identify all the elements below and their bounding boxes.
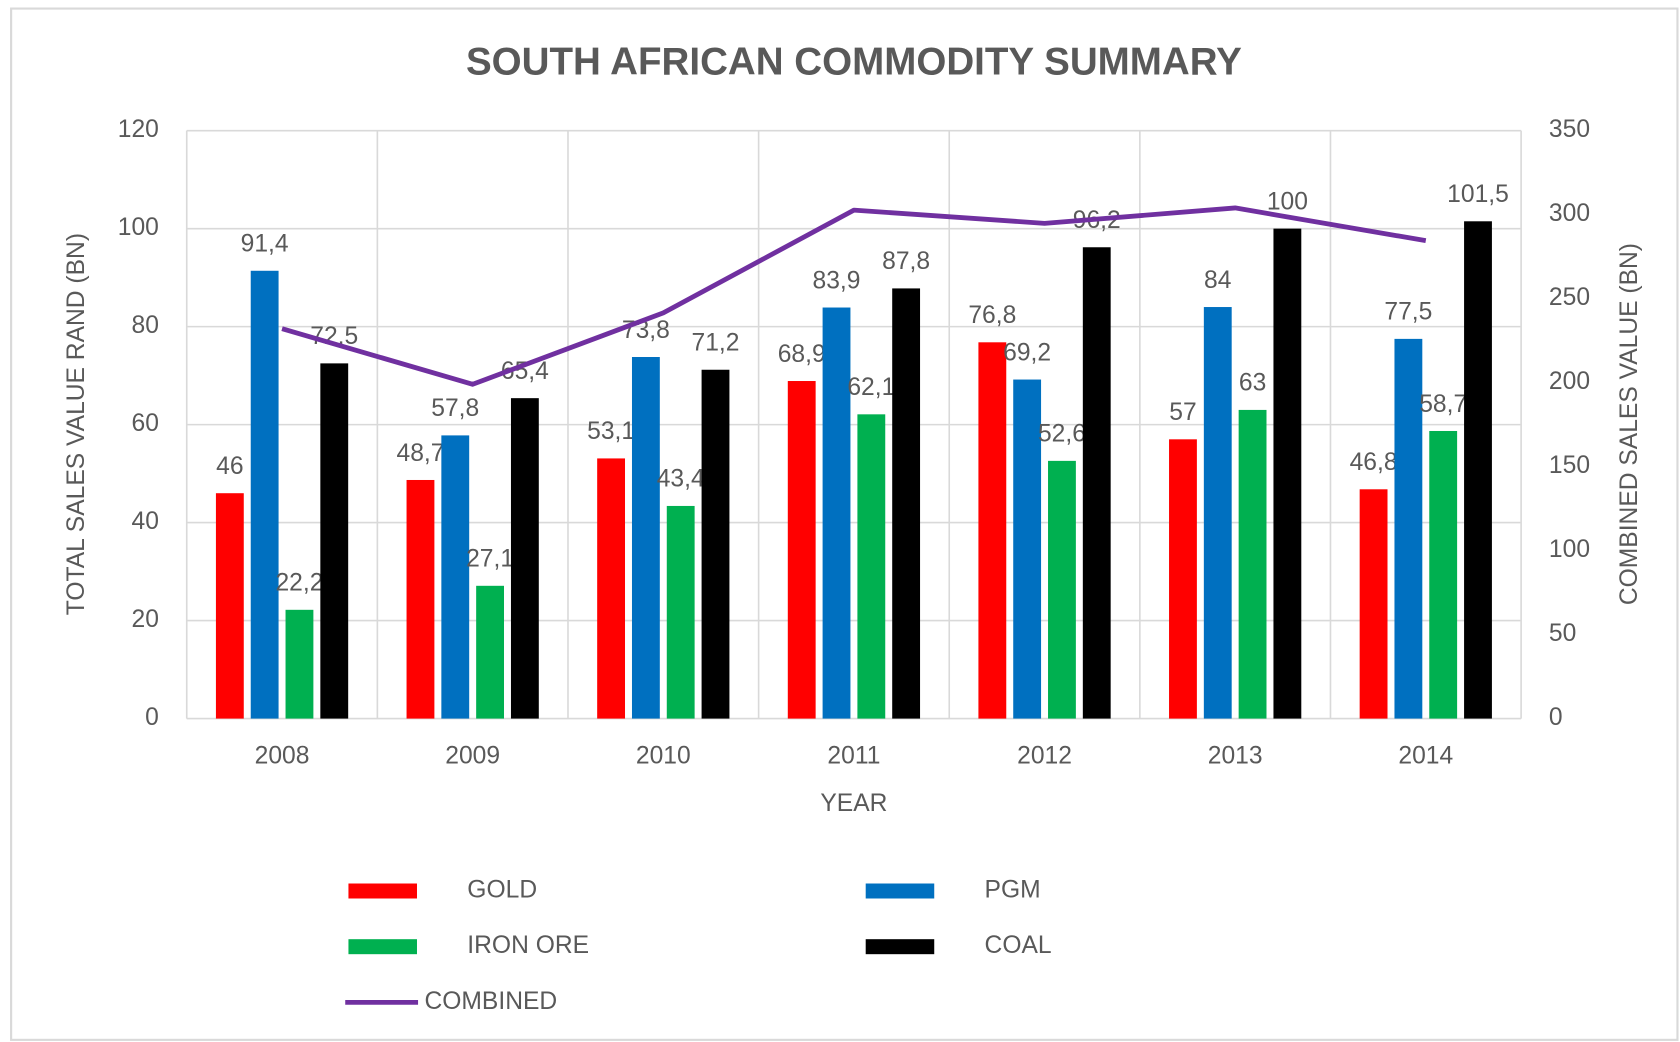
- data-label: 52,6: [1038, 421, 1086, 448]
- data-label: 57,8: [431, 395, 479, 422]
- data-label: 68,9: [778, 341, 826, 368]
- bar: [631, 357, 660, 719]
- data-label: 27,1: [466, 546, 514, 573]
- bar: [476, 585, 505, 719]
- bar: [892, 288, 921, 719]
- data-label: 53,1: [587, 418, 635, 445]
- bar: [320, 363, 349, 719]
- data-label: 46: [216, 453, 243, 480]
- x-tick-label: 2008: [255, 743, 310, 770]
- y-tick-label: 80: [132, 312, 159, 339]
- legend-label: COMBINED: [424, 988, 557, 1015]
- bar: [1429, 430, 1458, 719]
- bar: [1238, 409, 1267, 719]
- data-label: 76,8: [968, 302, 1016, 329]
- x-tick-label: 2010: [636, 743, 691, 770]
- y-tick-label: 60: [132, 410, 159, 437]
- bar: [666, 505, 695, 719]
- bar: [1203, 307, 1232, 719]
- data-label: 58,7: [1419, 391, 1467, 418]
- data-label: 77,5: [1384, 299, 1432, 326]
- bar: [1359, 489, 1388, 719]
- data-label: 91,4: [241, 231, 289, 258]
- y2-tick-label: 200: [1549, 368, 1590, 395]
- bar: [1082, 247, 1111, 719]
- y-tick-label: 120: [118, 116, 159, 143]
- bar: [510, 398, 539, 719]
- data-label: 46,8: [1350, 449, 1398, 476]
- legend-label: GOLD: [467, 877, 537, 904]
- bar: [215, 493, 244, 719]
- x-tick-label: 2014: [1398, 743, 1453, 770]
- data-label: 101,5: [1447, 181, 1509, 208]
- y-tick-label: 0: [145, 704, 159, 731]
- data-label: 84: [1204, 267, 1231, 294]
- legend-label: PGM: [985, 877, 1041, 904]
- x-tick-label: 2012: [1017, 743, 1072, 770]
- legend-label: COAL: [985, 932, 1052, 959]
- bar: [285, 609, 314, 719]
- bar: [822, 307, 851, 719]
- bar: [1394, 338, 1423, 719]
- data-label: 57: [1169, 399, 1196, 426]
- data-label: 43,4: [657, 466, 705, 493]
- y2-tick-label: 350: [1549, 116, 1590, 143]
- y-tick-label: 20: [132, 606, 159, 633]
- data-label: 69,2: [1003, 339, 1051, 366]
- y2-tick-label: 150: [1549, 452, 1590, 479]
- legend-label: IRON ORE: [467, 932, 589, 959]
- bar: [441, 435, 470, 719]
- legend-swatch: [865, 939, 935, 955]
- y2-tick-label: 300: [1549, 200, 1590, 227]
- legend-swatch: [348, 883, 417, 899]
- bar: [1048, 460, 1076, 719]
- bar: [701, 369, 730, 719]
- bar: [1273, 228, 1302, 719]
- x-tick-label: 2009: [445, 743, 500, 770]
- bar: [1464, 221, 1492, 719]
- bar: [857, 414, 886, 719]
- legend-swatch: [348, 939, 417, 955]
- y-tick-label: 100: [118, 214, 159, 241]
- chart-title: SOUTH AFRICAN COMMODITY SUMMARY: [466, 40, 1242, 83]
- x-tick-label: 2013: [1208, 743, 1263, 770]
- x-tick-label: 2011: [827, 743, 880, 770]
- data-label: 62,1: [847, 374, 895, 401]
- y-axis-title: TOTAL SALES VALUE RAND (BN): [63, 233, 90, 615]
- y2-axis-title: COMBINED SALES VALUE (BN): [1616, 243, 1643, 605]
- data-label: 48,7: [397, 440, 445, 467]
- data-label: 71,2: [692, 330, 740, 357]
- x-axis-title: YEAR: [820, 790, 887, 817]
- bar: [597, 458, 626, 719]
- bar: [978, 342, 1007, 719]
- bar: [1013, 379, 1042, 719]
- y2-tick-label: 0: [1549, 704, 1563, 731]
- bar: [406, 479, 435, 719]
- data-label: 63: [1239, 370, 1266, 397]
- data-label: 22,2: [275, 570, 323, 597]
- data-label: 87,8: [882, 248, 930, 275]
- bar: [1169, 439, 1197, 719]
- y2-tick-label: 50: [1549, 620, 1576, 647]
- y-tick-label: 40: [132, 508, 159, 535]
- y2-tick-label: 100: [1549, 536, 1590, 563]
- y2-tick-label: 250: [1549, 284, 1590, 311]
- bar: [787, 381, 816, 719]
- legend-swatch: [865, 883, 935, 899]
- bar: [250, 270, 279, 719]
- data-label: 83,9: [813, 267, 861, 294]
- line-series: [281, 205, 1427, 387]
- data-label: 100: [1267, 188, 1308, 215]
